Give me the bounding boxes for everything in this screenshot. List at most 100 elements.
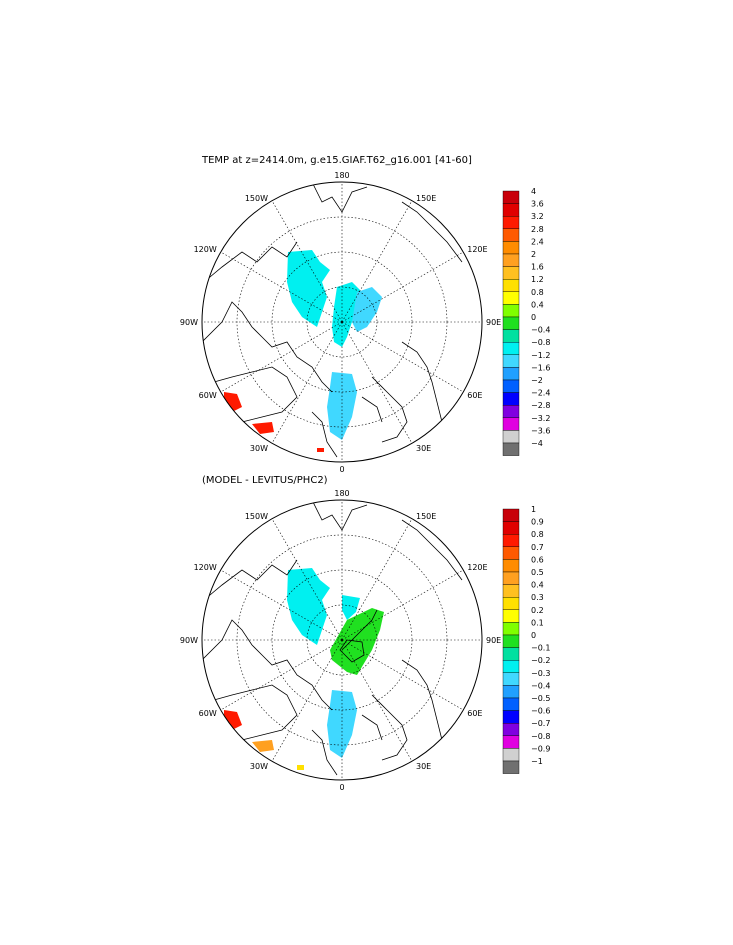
- panel1-colorbar-label-20: −4: [531, 439, 543, 448]
- panel1-colorbar-label-16: −2.4: [531, 389, 550, 398]
- panel2-lon-label-top: 180: [334, 489, 349, 498]
- panel2-colorbar-swatch-18: [502, 735, 520, 749]
- panel1-lon-label-ll: 60W: [199, 391, 217, 400]
- panel2-colorbar-swatch-19: [502, 748, 520, 762]
- panel2-colorbar-swatch-13: [502, 672, 520, 686]
- panel2-meridian-30: [341, 518, 413, 641]
- panel1-meridian-240: [220, 321, 343, 393]
- panel1-colorbar-swatch-0: [502, 190, 520, 204]
- panel1-colorbar-label-11: −0.4: [531, 326, 550, 335]
- panel2-coastline-1: [203, 559, 298, 601]
- panel1-coastline-5: [401, 341, 443, 423]
- panel2-colorbar-label-16: −0.6: [531, 707, 550, 716]
- panel2-lon-label-ll2: 30W: [250, 762, 268, 771]
- panel1-lon-label-ur2: 120E: [467, 245, 487, 254]
- panel2-colorbar-swatch-8: [502, 609, 520, 623]
- panel1-patch-1: [332, 282, 362, 347]
- panel1-colorbar-label-3: 2.8: [531, 225, 544, 234]
- panel2-colorbar-label-1: 0.9: [531, 518, 544, 527]
- panel1-patch-6: [317, 448, 324, 452]
- panel1-coastline-2: [213, 366, 298, 433]
- panel1-colorbar-swatch-5: [502, 253, 520, 267]
- panel2-meridian-150: [341, 639, 413, 762]
- panel2-colorbar-label-3: 0.7: [531, 543, 544, 552]
- panel2-map-border: [201, 499, 483, 781]
- panel1-colorbar-swatch-2: [502, 215, 520, 229]
- panel1-colorbar-swatch-12: [502, 342, 520, 356]
- panel1-colorbar-swatch-3: [502, 228, 520, 242]
- panel1-colorbar-label-15: −2: [531, 376, 543, 385]
- panel1-coastline-0: [202, 301, 333, 393]
- panel2-colorbar-swatch-6: [502, 584, 520, 598]
- panel1-colorbar-swatch-11: [502, 329, 520, 343]
- panel2-colorbar-label-10: 0: [531, 631, 536, 640]
- panel2-patch-1: [342, 595, 360, 620]
- panel1-coastline-3: [311, 182, 368, 213]
- panel2-patch-5: [252, 740, 274, 752]
- panel1-colorbar-swatch-17: [502, 405, 520, 419]
- panel2-meridian-60: [341, 569, 464, 641]
- panel2-colorbar-label-6: 0.4: [531, 581, 544, 590]
- panel1-coastline-4: [401, 201, 463, 263]
- panel2-colorbar-label-18: −0.8: [531, 732, 550, 741]
- panel2-map: 180 0 90W 90E 150W 120W 150E 120E 60W 30W 60E 30E: [180, 489, 501, 792]
- panel2-colorbar-label-15: −0.5: [531, 694, 550, 703]
- panel2-colorbar-swatch-9: [502, 622, 520, 636]
- panel2-colorbar: 1 0.9 0.8 0.7 0.6 0.5 0.4 0.3 0.2 0.1 0 −0.1 −0.2 −0.…: [502, 505, 550, 774]
- panel1-coastline-7: [311, 411, 338, 458]
- panel2-colorbar-swatch-11: [502, 647, 520, 661]
- panel1-map: 180 0 90W 90E 150W 120W 150E 120E 60W 30W 60E 30E: [180, 171, 501, 474]
- panel2-lon-label-ll: 60W: [199, 709, 217, 718]
- panel2-colorbar-label-14: −0.4: [531, 681, 550, 690]
- panel1-colorbar-swatch-10: [502, 316, 520, 330]
- panel1-colorbar-label-9: 0.4: [531, 300, 544, 309]
- panel1-colorbar: 4 3.6 3.2 2.8 2.4 2 1.6 1.2 0.8 0.4 0 −0.4 −0.8 −1.2 −…: [502, 187, 550, 456]
- panel1-colorbar-label-19: −3.6: [531, 426, 550, 435]
- panel2-colorbar-swatch-1: [502, 521, 520, 535]
- panel2-colorbar-label-5: 0.5: [531, 568, 544, 577]
- panel1-lon-label-ll2: 30W: [250, 444, 268, 453]
- panel1-meridian-330: [271, 200, 343, 323]
- panel2-colorbar-swatch-16: [502, 710, 520, 724]
- panel1-colorbar-label-0: 4: [531, 187, 536, 196]
- panel2-colorbar-label-12: −0.2: [531, 656, 550, 665]
- panel2-colorbar-swatch-17: [502, 723, 520, 737]
- panel2-meridian-330: [271, 518, 343, 641]
- panel1-colorbar-label-10: 0: [531, 313, 536, 322]
- panel2-lon-label-left: 90W: [180, 636, 198, 645]
- panel2-coastline-8: [361, 714, 383, 741]
- panel1-lon-label-bottom: 0: [339, 465, 344, 474]
- panel1-meridian-60: [341, 251, 464, 323]
- panel1-colorbar-label-8: 0.8: [531, 288, 544, 297]
- panel1-coastline-1: [203, 241, 298, 283]
- panel2-coastline-5: [401, 659, 443, 741]
- panel2-coastline-4: [401, 519, 463, 581]
- panel1-patch-2: [352, 287, 382, 332]
- panel1-lon-label-ul2: 120W: [194, 245, 217, 254]
- panel2-lon-label-ur2: 120E: [467, 563, 487, 572]
- panel2-coastline-3: [311, 500, 368, 531]
- panel2-lon-label-lr2: 30E: [416, 762, 431, 771]
- panel2-contour-a: [341, 609, 378, 651]
- panel1-colorbar-swatch-16: [502, 392, 520, 406]
- panel2-lon-label-ul1: 150W: [245, 512, 268, 521]
- panel1-patch-0: [287, 250, 330, 327]
- panel1-colorbar-label-2: 3.2: [531, 212, 544, 221]
- panel1-lon-label-left: 90W: [180, 318, 198, 327]
- panel1-colorbar-label-14: −1.6: [531, 363, 550, 372]
- panel1-colorbar-label-12: −0.8: [531, 338, 550, 347]
- panel2-colorbar-label-11: −0.1: [531, 644, 550, 653]
- panel1-colorbar-label-5: 2: [531, 250, 536, 259]
- panel2-colorbar-swatch-0: [502, 508, 520, 522]
- panel2-colorbar-label-19: −0.9: [531, 744, 550, 753]
- panel2-title: (MODEL - LEVITUS/PHC2): [202, 475, 328, 486]
- panel1-lon-label-ur1: 150E: [416, 194, 436, 203]
- panel2-colorbar-label-2: 0.8: [531, 530, 544, 539]
- panel1-meridian-30: [341, 200, 413, 323]
- panel2-colorbar-swatch-20: [502, 760, 520, 774]
- panel2-colorbar-label-4: 0.6: [531, 555, 544, 564]
- panel1-colorbar-swatch-15: [502, 379, 520, 393]
- panel2-colorbar-swatch-14: [502, 685, 520, 699]
- panel2-meridian-300: [220, 569, 343, 641]
